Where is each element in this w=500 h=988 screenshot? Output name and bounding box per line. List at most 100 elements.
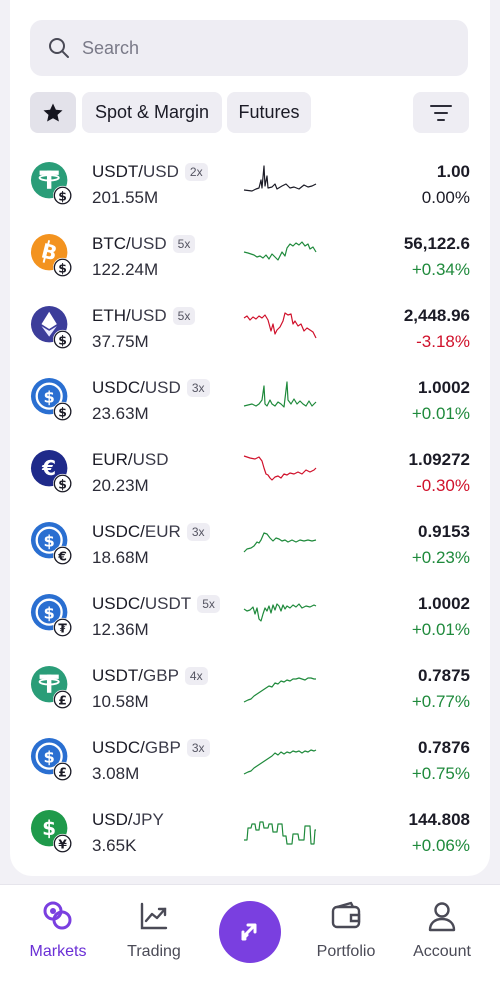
leverage-badge: 2x (184, 163, 208, 181)
quote-symbol: JPY (132, 810, 164, 829)
sparkline-chart (243, 241, 317, 261)
quote-currency-icon: ¥ (58, 836, 67, 851)
nav-portfolio[interactable]: Portfolio (296, 899, 396, 961)
svg-text:$: $ (42, 816, 56, 840)
spot-margin-tab[interactable]: Spot & Margin (82, 92, 222, 133)
market-pair: ETH / USD 5x (92, 306, 196, 326)
base-symbol: USDC (92, 522, 141, 541)
price-change: +0.06% (411, 836, 470, 855)
market-pair: USD / JPY (92, 810, 164, 830)
last-price: 144.808 (408, 810, 470, 829)
sparkline-chart (243, 165, 317, 192)
last-price: 2,448.96 (403, 306, 470, 325)
market-row[interactable]: $ ¥ USD / JPY 3.65K 144.808 +0.06% (30, 796, 470, 868)
market-list: $ USDT / USD 2x 201.55M 1.00 0.00% B $ BTC / USD 5x 12… (30, 148, 470, 868)
user-icon (428, 902, 456, 932)
base-symbol: USD (92, 810, 128, 829)
quote-symbol: GBP (144, 738, 181, 757)
trade-swap-button[interactable] (219, 901, 281, 963)
leverage-badge: 3x (186, 379, 210, 397)
quote-symbol: USD (143, 162, 179, 181)
nav-account[interactable]: Account (392, 899, 492, 961)
sparkline-chart (243, 677, 316, 703)
market-pair: USDT / USD 2x (92, 162, 208, 182)
pair-separator: / (140, 738, 145, 757)
last-price: 0.7876 (418, 738, 470, 757)
base-symbol: BTC (92, 234, 126, 253)
nav-label: Trading (127, 943, 181, 960)
base-symbol: USDT (92, 162, 139, 181)
quote-currency-icon: € (57, 548, 67, 563)
svg-text:$: $ (43, 387, 54, 406)
price-change: +0.01% (411, 404, 470, 423)
pair-separator: / (138, 162, 144, 181)
price-change: 0.00% (421, 188, 470, 207)
eur-coin-icon: €$ (30, 449, 73, 494)
usdc-coin-icon: $€ (30, 521, 73, 566)
usdc-coin-icon: $₮ (30, 593, 73, 638)
base-symbol: USDC (92, 594, 141, 613)
svg-text:$: $ (43, 603, 54, 622)
last-price: 0.9153 (418, 522, 470, 541)
search-icon (49, 38, 69, 58)
last-price: 56,122.6 (403, 234, 470, 253)
last-price: 1.0002 (418, 594, 470, 613)
pair-separator: / (127, 450, 133, 469)
volume: 3.65K (92, 836, 137, 855)
trade-swap-icon (241, 923, 257, 941)
market-pair: BTC / USD 5x (92, 234, 196, 254)
volume: 12.36M (92, 620, 149, 639)
futures-tab[interactable]: Futures (227, 92, 311, 133)
sparkline-chart (243, 749, 317, 775)
quote-currency-icon: $ (58, 260, 67, 275)
market-row[interactable]: € $ EUR / USD 20.23M 1.09272 -0.30% (30, 436, 470, 508)
last-price: 1.0002 (418, 378, 470, 397)
base-symbol: ETH (92, 306, 126, 325)
pair-separator: / (140, 594, 145, 613)
leverage-badge: 5x (172, 235, 196, 253)
market-row[interactable]: B $ BTC / USD 5x 122.24M 56,122.6 +0.34% (30, 220, 470, 292)
quote-currency-icon: $ (58, 188, 67, 203)
pair-separator: / (127, 810, 133, 829)
base-symbol: USDC (92, 738, 141, 757)
market-row[interactable]: $ € USDC / EUR 3x 18.68M 0.9153 +0.23% (30, 508, 470, 580)
search-bar[interactable] (30, 20, 468, 76)
search-input[interactable] (82, 37, 442, 59)
quote-symbol: USD (130, 306, 167, 325)
market-row[interactable]: $ USDT / USD 2x 201.55M 1.00 0.00% (30, 148, 470, 220)
market-row[interactable]: $ ₮ USDC / USDT 5x 12.36M 1.0002 +0.01% (30, 580, 470, 652)
market-row[interactable]: $ ETH / USD 5x 37.75M 2,448.96 -3.18% (30, 292, 470, 364)
nav-markets[interactable]: Markets (8, 899, 108, 961)
sparkline-chart (243, 455, 317, 481)
quote-currency-icon: ₮ (58, 620, 67, 635)
usdc-coin-icon: $$ (30, 377, 73, 422)
market-pair: USDT / GBP 4x (92, 666, 208, 686)
pair-separator: / (140, 378, 145, 397)
sort-filter-button[interactable] (413, 92, 469, 133)
markets-panel: Spot & Margin Futures $USDT/USD2x201.55M… (10, 0, 490, 876)
price-change: +0.01% (411, 620, 470, 639)
base-symbol: USDT (92, 666, 139, 685)
market-row[interactable]: $ £ USDC / GBP 3x 3.08M 0.7876 +0.75% (30, 724, 470, 796)
nav-label: Account (413, 943, 471, 960)
market-pair: USDC / EUR 3x (92, 522, 210, 542)
market-row[interactable]: $ $ USDC / USD 3x 23.63M 1.0002 +0.01% (30, 364, 470, 436)
leverage-badge: 5x (197, 595, 220, 613)
nav-trading[interactable]: Trading (104, 899, 204, 961)
wallet-icon (331, 901, 361, 929)
usdt-coin-icon: $ (30, 161, 73, 206)
quote-symbol: USD (132, 450, 169, 469)
btc-coin-icon: B$ (30, 233, 73, 278)
price-change: +0.77% (411, 692, 470, 711)
volume: 37.75M (92, 332, 149, 351)
pair-separator: / (138, 666, 144, 685)
leverage-badge: 3x (186, 739, 210, 757)
quote-symbol: USD (130, 234, 167, 253)
market-row[interactable]: £ USDT / GBP 4x 10.58M 0.7875 +0.77% (30, 652, 470, 724)
filter-bar: Spot & Margin Futures (30, 92, 469, 133)
price-change: -3.18% (416, 332, 470, 351)
quote-symbol: GBP (143, 666, 179, 685)
favorites-filter[interactable] (30, 92, 76, 133)
leverage-badge: 5x (172, 307, 196, 325)
market-pair: EUR / USD (92, 450, 169, 470)
